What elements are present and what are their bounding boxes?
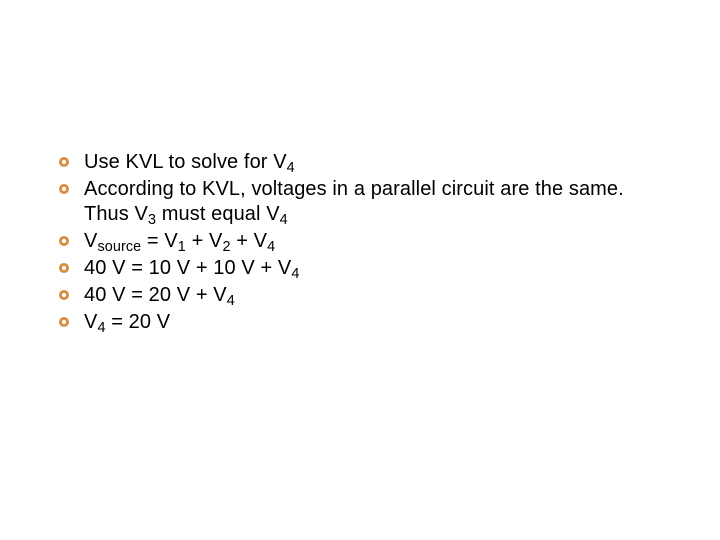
bullet-row: V4 = 20 V — [58, 310, 638, 335]
bullet-text: 40 V = 20 V + V4 — [84, 283, 638, 308]
hollow-circle-bullet-icon — [58, 183, 70, 195]
hollow-circle-bullet-icon — [58, 262, 70, 274]
bullet-text: 40 V = 10 V + 10 V + V4 — [84, 256, 638, 281]
hollow-circle-bullet-icon — [58, 235, 70, 247]
hollow-circle-bullet-icon — [58, 316, 70, 328]
bullet-row: According to KVL, voltages in a parallel… — [58, 177, 638, 227]
bullet-row: 40 V = 20 V + V4 — [58, 283, 638, 308]
bullet-text: V4 = 20 V — [84, 310, 638, 335]
hollow-circle-bullet-icon — [58, 156, 70, 168]
slide-content: Use KVL to solve for V4According to KVL,… — [58, 150, 638, 337]
bullet-row: Use KVL to solve for V4 — [58, 150, 638, 175]
bullet-row: 40 V = 10 V + 10 V + V4 — [58, 256, 638, 281]
bullet-text: Use KVL to solve for V4 — [84, 150, 638, 175]
hollow-circle-bullet-icon — [58, 289, 70, 301]
bullet-row: Vsource = V1 + V2 + V4 — [58, 229, 638, 254]
bullet-text: Vsource = V1 + V2 + V4 — [84, 229, 638, 254]
bullet-text: According to KVL, voltages in a parallel… — [84, 177, 638, 227]
